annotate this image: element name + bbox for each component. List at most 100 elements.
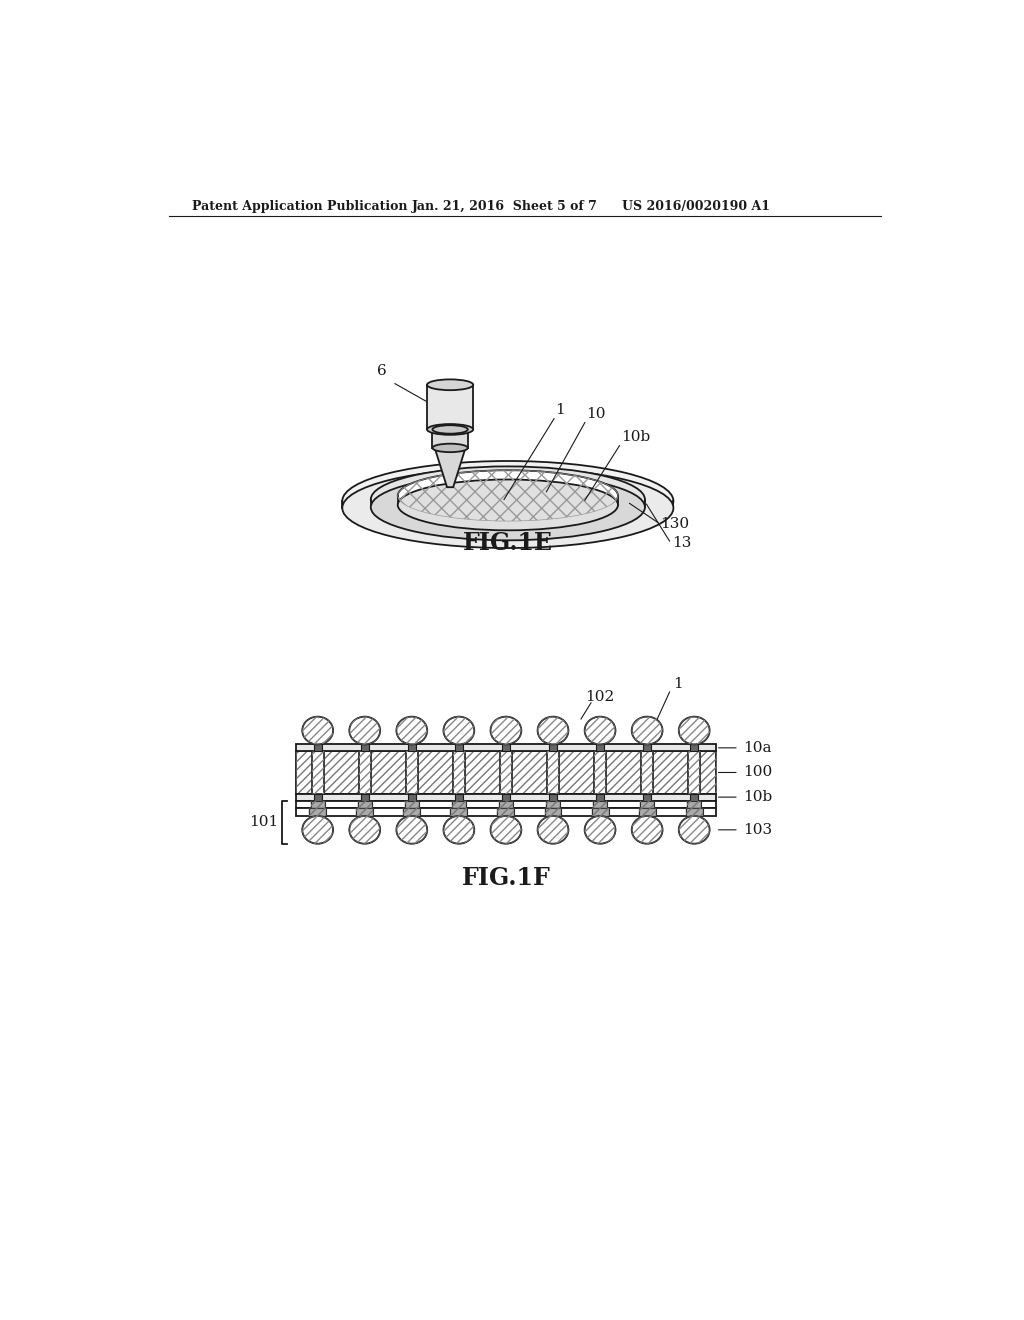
- Bar: [596, 793, 604, 800]
- Bar: [296, 744, 716, 751]
- Bar: [403, 808, 420, 816]
- Ellipse shape: [585, 816, 615, 843]
- Bar: [452, 800, 466, 808]
- Bar: [296, 808, 716, 816]
- Ellipse shape: [427, 379, 473, 391]
- Ellipse shape: [397, 479, 617, 531]
- Text: FIG.1F: FIG.1F: [462, 866, 550, 891]
- Ellipse shape: [679, 717, 710, 744]
- Bar: [546, 800, 560, 808]
- Bar: [310, 800, 325, 808]
- Ellipse shape: [443, 717, 474, 744]
- Bar: [453, 751, 465, 793]
- Bar: [406, 751, 418, 793]
- Bar: [641, 751, 653, 793]
- Ellipse shape: [432, 444, 468, 453]
- Ellipse shape: [349, 717, 380, 744]
- Bar: [545, 808, 561, 816]
- Ellipse shape: [302, 816, 333, 843]
- Ellipse shape: [397, 470, 617, 521]
- Bar: [356, 808, 373, 816]
- Ellipse shape: [632, 717, 663, 744]
- Bar: [408, 793, 416, 800]
- Bar: [309, 808, 326, 816]
- Ellipse shape: [396, 717, 427, 744]
- Ellipse shape: [302, 717, 333, 744]
- Text: 1: 1: [674, 677, 683, 692]
- Ellipse shape: [342, 461, 674, 541]
- Text: Patent Application Publication: Patent Application Publication: [193, 199, 408, 213]
- Ellipse shape: [679, 816, 710, 843]
- Ellipse shape: [427, 424, 473, 434]
- Text: 102: 102: [585, 690, 614, 705]
- Bar: [404, 800, 419, 808]
- Ellipse shape: [538, 717, 568, 744]
- Bar: [640, 800, 654, 808]
- Text: 10b: 10b: [742, 791, 772, 804]
- Bar: [639, 808, 655, 816]
- Bar: [360, 793, 369, 800]
- Text: FIG.1E: FIG.1E: [463, 532, 553, 556]
- Bar: [408, 744, 416, 751]
- Text: Jan. 21, 2016  Sheet 5 of 7: Jan. 21, 2016 Sheet 5 of 7: [412, 199, 597, 213]
- Bar: [296, 800, 716, 808]
- Bar: [311, 751, 324, 793]
- Bar: [455, 793, 463, 800]
- Bar: [593, 800, 607, 808]
- Ellipse shape: [632, 816, 663, 843]
- Bar: [594, 751, 606, 793]
- Ellipse shape: [490, 816, 521, 843]
- Text: 10a: 10a: [742, 741, 771, 755]
- Bar: [596, 744, 604, 751]
- Text: 6: 6: [377, 364, 387, 379]
- Bar: [641, 751, 653, 793]
- Bar: [545, 808, 561, 816]
- Text: 100: 100: [742, 766, 772, 780]
- Bar: [358, 751, 371, 793]
- Ellipse shape: [371, 474, 645, 540]
- Bar: [502, 744, 510, 751]
- Bar: [640, 800, 654, 808]
- Ellipse shape: [371, 466, 645, 532]
- Bar: [687, 800, 701, 808]
- Bar: [453, 751, 465, 793]
- Ellipse shape: [490, 717, 521, 744]
- Bar: [451, 808, 467, 816]
- Bar: [360, 744, 369, 751]
- Bar: [406, 751, 418, 793]
- Bar: [498, 808, 514, 816]
- Bar: [432, 429, 468, 447]
- Bar: [356, 808, 373, 816]
- Bar: [451, 808, 467, 816]
- Bar: [639, 808, 655, 816]
- Ellipse shape: [396, 816, 427, 843]
- Bar: [309, 808, 326, 816]
- Bar: [686, 808, 702, 816]
- Text: 101: 101: [249, 816, 279, 829]
- Text: 1: 1: [556, 403, 565, 417]
- Bar: [688, 751, 700, 793]
- Text: 10b: 10b: [621, 430, 650, 444]
- Ellipse shape: [538, 816, 568, 843]
- Bar: [358, 751, 371, 793]
- Bar: [313, 793, 322, 800]
- Bar: [357, 800, 372, 808]
- Bar: [403, 808, 420, 816]
- Bar: [546, 800, 560, 808]
- Bar: [296, 751, 716, 793]
- Bar: [592, 808, 608, 816]
- Bar: [549, 744, 557, 751]
- Bar: [549, 793, 557, 800]
- Bar: [594, 751, 606, 793]
- Bar: [296, 793, 716, 800]
- Ellipse shape: [342, 469, 674, 548]
- Bar: [499, 800, 513, 808]
- Bar: [311, 751, 324, 793]
- Bar: [687, 800, 701, 808]
- Text: 130: 130: [660, 517, 689, 531]
- Bar: [427, 385, 473, 429]
- Bar: [500, 751, 512, 793]
- Bar: [643, 744, 651, 751]
- Bar: [296, 751, 716, 793]
- Bar: [313, 744, 322, 751]
